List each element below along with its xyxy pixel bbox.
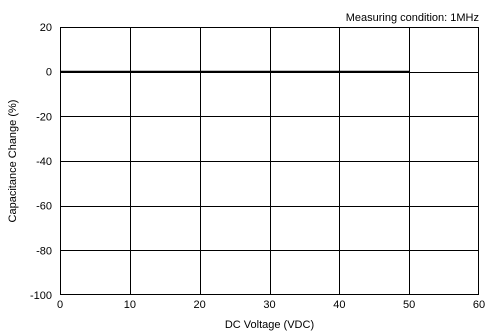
y-tick-label: -100 — [30, 290, 52, 302]
y-axis-label: Capacitance Change (%) — [7, 100, 19, 223]
x-tick-label: 20 — [194, 299, 206, 311]
x-axis-ticks: 0 10 20 30 40 50 60 — [57, 299, 485, 311]
x-tick-label: 10 — [124, 299, 136, 311]
x-tick-label: 0 — [57, 299, 63, 311]
y-tick-label: 20 — [40, 22, 52, 34]
y-tick-label: 0 — [46, 67, 52, 79]
grid — [60, 27, 479, 295]
x-axis-label: DC Voltage (VDC) — [225, 319, 314, 331]
y-tick-label: -40 — [36, 156, 52, 168]
y-tick-label: -20 — [36, 111, 52, 123]
x-tick-label: 40 — [333, 299, 345, 311]
x-tick-label: 60 — [473, 299, 485, 311]
y-axis-ticks: 20 0 -20 -40 -60 -80 -100 — [30, 22, 52, 302]
x-tick-label: 30 — [263, 299, 275, 311]
measuring-condition-note: Measuring condition: 1MHz — [346, 12, 479, 24]
x-tick-label: 50 — [403, 299, 415, 311]
plot-frame — [60, 27, 479, 295]
y-tick-label: -80 — [36, 245, 52, 257]
y-tick-label: -60 — [36, 201, 52, 213]
